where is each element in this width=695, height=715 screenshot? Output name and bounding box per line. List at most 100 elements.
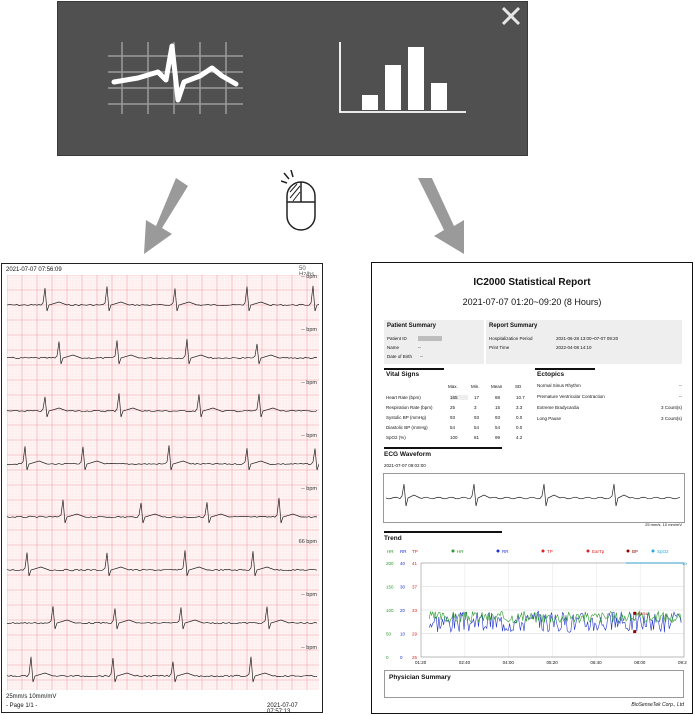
report-footer: BioSenseTek Corp., Ltd xyxy=(631,702,684,708)
dob-label: Date of Birth xyxy=(387,354,413,359)
legend-label: HR xyxy=(457,549,464,554)
ecg-trace xyxy=(6,606,318,630)
ecg-trace xyxy=(6,338,318,365)
ecg-waveform-scale: 25 mm/s, 10 mm/mV xyxy=(645,522,682,527)
ecg-trace xyxy=(6,445,338,471)
plot-frame xyxy=(420,562,685,658)
rr-series xyxy=(428,610,682,633)
section-rule xyxy=(384,447,502,449)
spo2-tick: 100 xyxy=(682,561,687,566)
sheet-start-timestamp: 2021-07-07 07:56:09 xyxy=(6,267,62,273)
section-rule xyxy=(384,368,444,370)
legend-label: EarTp xyxy=(592,549,605,554)
vital-signs-heading: Vital Signs xyxy=(386,371,420,378)
ecg-grid: -- bpm -- bpm -- bpm -- bpm -- bpm 66 bp… xyxy=(6,274,338,690)
strip-bpm-label: -- bpm xyxy=(301,645,317,651)
sheet-speed: 25mm/s 10mm/mV xyxy=(6,694,57,700)
col-sd: SD xyxy=(515,384,522,389)
hr-tick: 100 xyxy=(386,608,394,613)
legend-marker xyxy=(496,549,500,553)
period-label: Hospitalization Period xyxy=(489,336,533,341)
print-time-value: 2022-04-08 14:10 xyxy=(556,345,592,350)
report-summary-heading: Report Summary xyxy=(489,323,538,329)
x-tick: 08:00 xyxy=(634,660,646,665)
strip-bpm-label: -- bpm xyxy=(301,274,317,280)
hr-tick: 200 xyxy=(386,561,394,566)
ecg-printout: 2021-07-07 07:56:09 50 Hz/hs -- bpm -- b… xyxy=(1,263,338,715)
rr-tick: 0 xyxy=(400,655,403,660)
physician-summary-box: Physician Summary xyxy=(384,670,684,698)
ecg-trace xyxy=(6,656,318,683)
patient-id-label: Patient ID xyxy=(387,336,407,341)
hr-tick: 50 xyxy=(386,632,392,637)
ecg-waveform-timestamp: 2021-07-07 09:02:00 xyxy=(384,463,426,468)
vital-row: Diastolic BP (mmHg) 54 54 54 0.0 xyxy=(386,425,523,430)
patient-id-redacted xyxy=(418,336,442,341)
patient-summary: Patient Summary Patient ID Name -- Date … xyxy=(384,320,484,364)
ectopics-heading: Ectopics xyxy=(537,371,565,378)
ecg-waveform-icon[interactable] xyxy=(108,42,243,114)
x-tick: 01:20 xyxy=(415,660,427,665)
tp-tick: 41 xyxy=(412,561,418,566)
strip-bpm-label: -- bpm xyxy=(301,592,317,598)
hr-series xyxy=(428,610,682,624)
legend-marker xyxy=(541,549,545,553)
x-tick: 02:40 xyxy=(459,660,471,665)
ectopic-row: Extreme Bradycardia 3 Count(s) xyxy=(537,405,682,410)
section-rule xyxy=(535,368,595,370)
rr-tick: 40 xyxy=(400,561,406,566)
ectopic-row: Normal Sinus Rhythm -- xyxy=(537,383,682,388)
vital-row: SpO2 (%) 100 81 99 4.2 xyxy=(386,435,523,440)
axis-header: HR xyxy=(387,549,394,554)
ectopic-row: Premature Ventricular Contraction -- xyxy=(537,394,682,399)
trend-chart: HR RR TP HR RR TP EarTp BP SpO2 200 40 41 150 30 37 100… xyxy=(382,545,690,665)
strip-bpm-label: 66 bpm xyxy=(298,539,317,545)
statistics-bar-icon[interactable] xyxy=(338,40,468,116)
axis-header: RR xyxy=(400,549,407,554)
legend-marker xyxy=(626,549,630,553)
rr-tick: 10 xyxy=(400,632,406,637)
vital-row: Heart Rate (bpm) 165 17 88 10.7 xyxy=(386,395,525,400)
x-tick: 06:40 xyxy=(590,660,602,665)
tp-tick: 37 xyxy=(412,585,418,590)
dob-value: -- xyxy=(420,354,423,359)
sheet-end-timestamp: 2021-07-07 07:57:13 xyxy=(267,703,298,715)
ecg-trace xyxy=(6,497,318,524)
ecg-trace xyxy=(6,393,318,418)
rr-tick: 20 xyxy=(400,608,406,613)
ecg-waveform-heading: ECG Waveform xyxy=(384,451,432,458)
arrow-down-left-icon xyxy=(140,178,188,258)
close-icon[interactable] xyxy=(500,5,522,27)
ectopic-row: Long Pause 3 Count(s) xyxy=(537,416,682,421)
tp-tick: 29 xyxy=(412,632,418,637)
legend-marker xyxy=(651,549,655,553)
x-tick: 04:00 xyxy=(503,660,515,665)
legend-label: RR xyxy=(502,549,509,554)
report-time-range: 2021-07-07 01:20~09:20 (8 Hours) xyxy=(462,297,602,307)
axis-header: TP xyxy=(412,549,418,554)
ecg-waveform-strip xyxy=(383,473,685,523)
legend-marker xyxy=(451,549,455,553)
rr-tick: 30 xyxy=(400,585,406,590)
legend-label: BP xyxy=(632,549,638,554)
bp-annotation: 93/54 xyxy=(638,611,649,616)
x-tick: 09:20 xyxy=(678,660,687,665)
legend-label: TP xyxy=(547,549,553,554)
name-label: Name xyxy=(387,345,400,350)
vital-row: Systolic BP (mmHg) 93 93 93 0.0 xyxy=(386,415,523,420)
hr-tick: 0 xyxy=(386,655,389,660)
tp-tick: 33 xyxy=(412,608,418,613)
name-value: -- xyxy=(418,345,421,350)
ecg-trace xyxy=(385,483,681,507)
physician-summary-heading: Physician Summary xyxy=(389,674,451,681)
statistical-report: IC2000 Statistical Report 2021-07-07 01:… xyxy=(371,262,693,714)
strip-bpm-label: -- bpm xyxy=(301,380,317,386)
ecg-trace xyxy=(6,285,336,312)
col-max: Max. xyxy=(448,384,458,389)
arrow-down-right-icon xyxy=(410,174,464,258)
strip-bpm-label: -- bpm xyxy=(301,433,317,439)
strip-bpm-label: -- bpm xyxy=(301,486,317,492)
patient-summary-heading: Patient Summary xyxy=(387,323,437,329)
strip-bpm-label: -- bpm xyxy=(301,327,317,333)
col-mean: Mean xyxy=(491,384,503,389)
